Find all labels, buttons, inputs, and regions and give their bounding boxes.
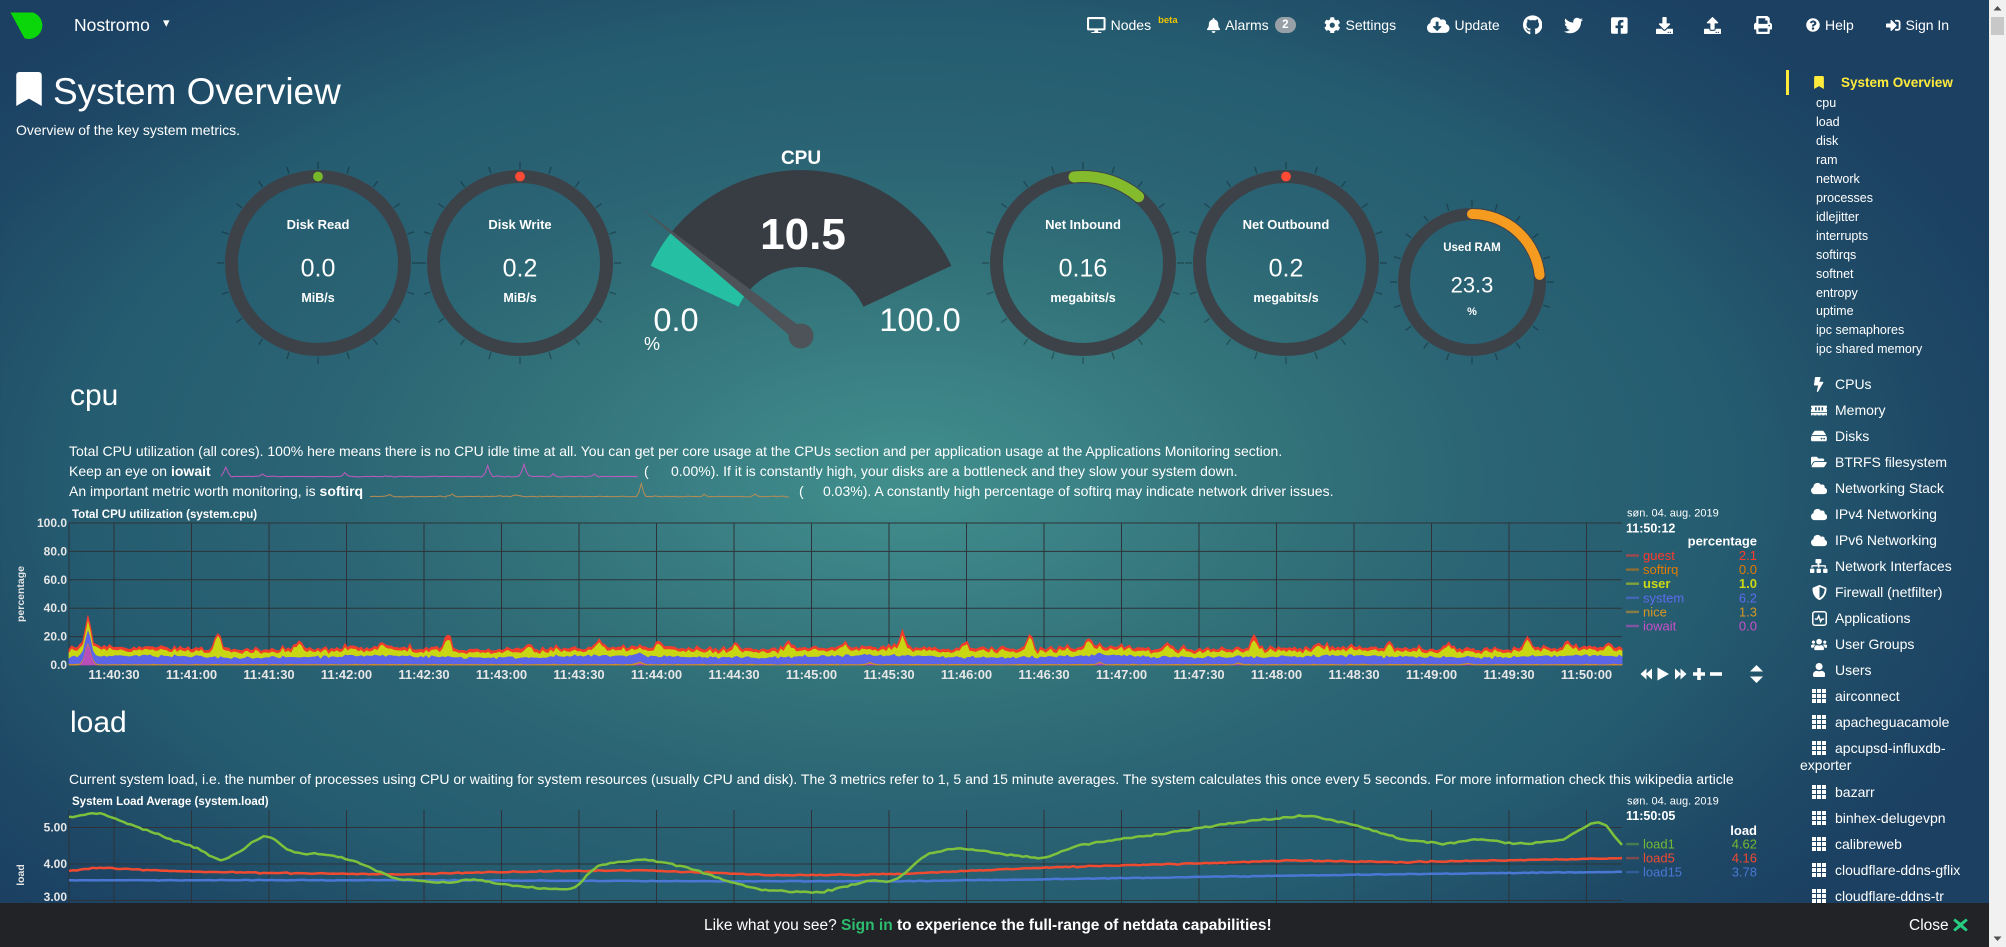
svg-text:40.0: 40.0	[44, 601, 68, 615]
svg-text:guest: guest	[1643, 548, 1675, 563]
svg-text:100.0: 100.0	[879, 302, 960, 338]
svg-text:11:44:30: 11:44:30	[708, 667, 759, 682]
svg-text:11:50:00: 11:50:00	[1561, 667, 1612, 682]
svg-text:load15: load15	[1643, 865, 1682, 880]
svg-text:0.0: 0.0	[301, 255, 336, 283]
svg-text:4.16: 4.16	[1732, 851, 1757, 866]
svg-text:system: system	[1643, 590, 1684, 605]
svg-text:System Load Average (system.lo: System Load Average (system.load)	[72, 796, 269, 808]
svg-text:load: load	[1730, 823, 1757, 838]
svg-text:11:47:00: 11:47:00	[1096, 667, 1147, 682]
svg-text:%: %	[1467, 306, 1477, 318]
svg-text:11:42:30: 11:42:30	[398, 667, 449, 682]
svg-text:MiB/s: MiB/s	[503, 291, 536, 305]
svg-text:11:50:05: 11:50:05	[1626, 809, 1675, 823]
svg-text:user: user	[1643, 576, 1670, 591]
svg-text:softirq: softirq	[1643, 562, 1678, 577]
svg-text:percentage: percentage	[15, 566, 27, 622]
svg-text:23.3: 23.3	[1451, 273, 1494, 298]
svg-text:percentage: percentage	[1688, 534, 1757, 549]
svg-text:11:45:30: 11:45:30	[863, 667, 914, 682]
svg-text:11:45:00: 11:45:00	[786, 667, 837, 682]
svg-text:80.0: 80.0	[44, 544, 68, 558]
svg-text:load: load	[15, 864, 27, 886]
svg-text:0.0: 0.0	[1739, 562, 1757, 577]
svg-text:Net Inbound: Net Inbound	[1045, 217, 1121, 232]
svg-text:11:48:30: 11:48:30	[1328, 667, 1379, 682]
svg-text:3.78: 3.78	[1732, 865, 1757, 880]
svg-text:60.0: 60.0	[44, 573, 68, 587]
svg-text:0.2: 0.2	[503, 255, 538, 283]
svg-text:11:42:00: 11:42:00	[321, 667, 372, 682]
svg-text:Disk Write: Disk Write	[488, 217, 551, 232]
svg-text:11:50:12: 11:50:12	[1626, 522, 1675, 536]
svg-text:CPU: CPU	[781, 148, 821, 169]
svg-text:11:43:30: 11:43:30	[553, 667, 604, 682]
svg-text:11:40:30: 11:40:30	[88, 667, 139, 682]
svg-text:Net Outbound: Net Outbound	[1243, 217, 1330, 232]
svg-text:søn. 04. aug. 2019: søn. 04. aug. 2019	[1627, 508, 1719, 520]
svg-text:11:49:30: 11:49:30	[1483, 667, 1534, 682]
svg-text:6.2: 6.2	[1739, 590, 1757, 605]
svg-text:Used RAM: Used RAM	[1443, 242, 1501, 254]
svg-text:load5: load5	[1643, 851, 1675, 866]
svg-text:100.0: 100.0	[37, 516, 67, 530]
svg-text:4.00: 4.00	[44, 857, 68, 871]
svg-text:11:41:00: 11:41:00	[166, 667, 217, 682]
svg-text:0.0: 0.0	[50, 658, 67, 672]
svg-text:load1: load1	[1643, 837, 1675, 852]
svg-text:1.0: 1.0	[1739, 576, 1757, 591]
svg-text:iowait: iowait	[1643, 619, 1677, 634]
svg-text:2.1: 2.1	[1739, 548, 1757, 563]
svg-text:11:43:00: 11:43:00	[476, 667, 527, 682]
svg-text:megabits/s: megabits/s	[1050, 291, 1115, 305]
svg-text:20.0: 20.0	[44, 630, 68, 644]
svg-text:megabits/s: megabits/s	[1253, 291, 1318, 305]
svg-text:11:46:30: 11:46:30	[1018, 667, 1069, 682]
svg-text:0.16: 0.16	[1059, 255, 1108, 283]
svg-text:1.3: 1.3	[1739, 604, 1757, 619]
svg-text:3.00: 3.00	[44, 890, 68, 904]
svg-text:11:49:00: 11:49:00	[1406, 667, 1457, 682]
svg-text:11:47:30: 11:47:30	[1173, 667, 1224, 682]
svg-text:0.2: 0.2	[1269, 255, 1304, 283]
svg-text:Disk Read: Disk Read	[287, 217, 350, 232]
svg-text:11:41:30: 11:41:30	[243, 667, 294, 682]
svg-text:MiB/s: MiB/s	[301, 291, 334, 305]
svg-text:Total CPU utilization (system.: Total CPU utilization (system.cpu)	[72, 509, 257, 521]
svg-text:11:48:00: 11:48:00	[1251, 667, 1302, 682]
svg-text:0.0: 0.0	[653, 302, 698, 338]
svg-text:0.0: 0.0	[1739, 619, 1757, 634]
svg-text:10.5: 10.5	[760, 210, 846, 259]
svg-text:nice: nice	[1643, 604, 1667, 619]
svg-text:11:44:00: 11:44:00	[631, 667, 682, 682]
svg-text:søn. 04. aug. 2019: søn. 04. aug. 2019	[1627, 796, 1719, 808]
svg-text:4.62: 4.62	[1732, 837, 1757, 852]
svg-text:%: %	[644, 334, 660, 354]
svg-text:5.00: 5.00	[44, 821, 68, 835]
svg-text:11:46:00: 11:46:00	[941, 667, 992, 682]
